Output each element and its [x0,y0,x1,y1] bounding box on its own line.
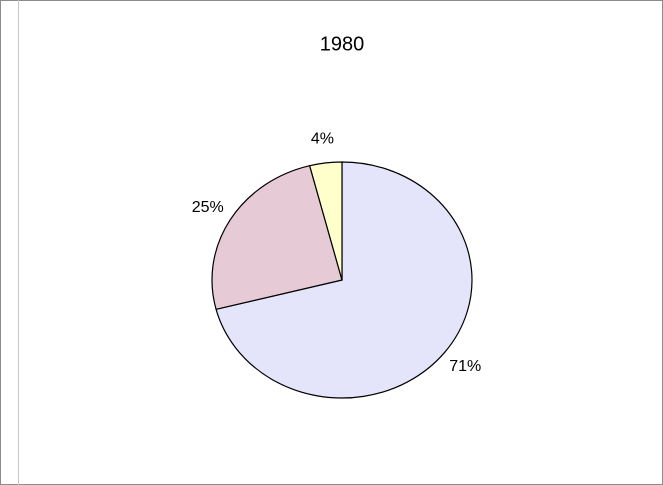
pie-slice [215,161,473,399]
data-label: 25% [192,199,224,216]
data-label: 71% [449,358,481,375]
chart-title: 1980 [320,33,365,55]
pie-slice [308,161,343,281]
pie-slice [211,164,343,311]
data-label: 4% [311,131,334,148]
